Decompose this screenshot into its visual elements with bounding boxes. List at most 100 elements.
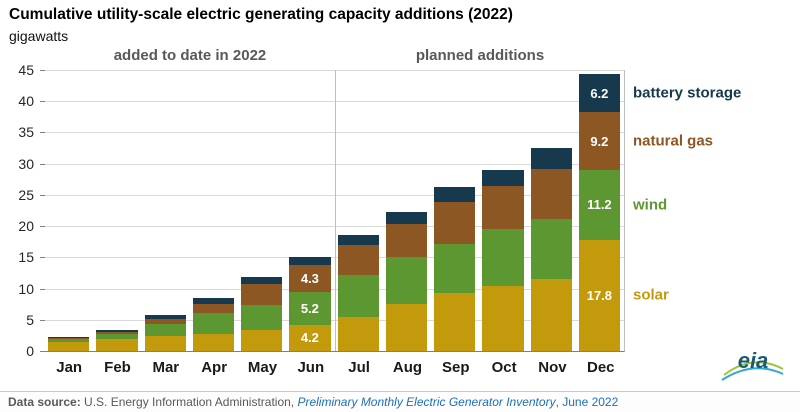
chart-title: Cumulative utility-scale electric genera…: [9, 6, 513, 23]
y-tick-mark: [40, 132, 45, 134]
y-tick-label: 40: [18, 93, 34, 110]
bar-segment-wind: 5.2: [289, 292, 331, 325]
bar-segment-natural-gas: [337, 244, 379, 276]
bar-segment-battery-storage: [144, 315, 186, 319]
bar-segment-battery-storage: [96, 329, 138, 332]
legend-natural-gas: natural gas: [633, 132, 714, 150]
y-tick-mark: [40, 226, 45, 228]
y-tick-mark: [40, 351, 45, 352]
bar-segment-battery-storage: [241, 277, 283, 284]
y-tick-mark: [40, 70, 45, 71]
x-tick-label: Jan: [56, 359, 83, 376]
bar-segment-natural-gas: [192, 303, 234, 313]
bar-jan: [45, 70, 93, 351]
bar-segment-solar: 4.2: [289, 324, 331, 351]
bar-value-label: 11.2: [587, 197, 612, 213]
bar-segment-solar: [192, 333, 234, 351]
x-tick-label: Nov: [538, 359, 567, 376]
legend: solar wind natural gas battery storage: [633, 70, 800, 352]
bar-segment-battery-storage: [530, 148, 572, 169]
bar-segment-natural-gas: [48, 337, 90, 340]
x-tick-label: Sep: [442, 359, 470, 376]
bar-segment-solar: [385, 303, 427, 351]
source-footer-agency: U.S. Energy Information Administration,: [84, 395, 298, 409]
legend-solar: solar: [633, 286, 669, 304]
bar-segment-wind: [48, 339, 90, 342]
bar-jun: 4.2 5.2 4.3: [286, 70, 334, 351]
y-tick-mark: [40, 257, 45, 259]
x-axis: Jan Feb Mar Apr May Jun Jul Aug Sep Oct Nov Dec: [45, 352, 625, 380]
bar-segment-wind: [482, 229, 524, 287]
x-tick-label: Feb: [104, 359, 131, 376]
x-tick-label: Jul: [348, 359, 370, 376]
bar-segment-wind: [96, 333, 138, 340]
y-tick-mark: [40, 101, 45, 103]
source-footer-date: , June 2022: [555, 395, 619, 409]
bar-segment-battery-storage: [337, 234, 379, 245]
bar-segment-battery-storage: 6.2: [578, 73, 620, 113]
bar-dec: 17.8 11.2 9.2 6.2: [576, 70, 624, 351]
bar-segment-battery-storage: [434, 187, 476, 202]
eia-logo-swoosh-green: [723, 361, 784, 376]
y-tick-label: 20: [18, 218, 34, 235]
y-tick-label: 10: [18, 280, 34, 297]
bar-sep: [431, 70, 479, 351]
eia-logo-graphic: eia: [721, 348, 784, 381]
bar-segment-natural-gas: 9.2: [578, 112, 620, 170]
bar-value-label: 5.2: [300, 301, 319, 317]
bar-oct: [479, 70, 527, 351]
bar-segment-solar: [434, 292, 476, 351]
y-tick-label: 0: [26, 343, 34, 359]
x-tick-label: Jun: [297, 359, 325, 376]
bar-segment-natural-gas: [434, 201, 476, 244]
source-footer: Data source: U.S. Energy Information Adm…: [0, 391, 800, 412]
bar-segment-natural-gas: [144, 318, 186, 325]
section-header-planned: planned additions: [415, 47, 545, 64]
plot-area: 4.2 5.2 4.3 17.8 11.2 9.2 6.2: [45, 70, 625, 352]
bar-segment-natural-gas: [241, 283, 283, 305]
bar-jul: [335, 70, 383, 351]
bar-segment-solar: [482, 286, 524, 351]
bar-segment-wind: [192, 312, 234, 334]
source-footer-link[interactable]: Preliminary Monthly Electric Generator I…: [297, 395, 556, 409]
bar-segment-natural-gas: [530, 168, 572, 219]
x-tick-label: Oct: [491, 359, 517, 376]
bar-segment-natural-gas: [96, 331, 138, 334]
bar-segment-solar: [144, 336, 186, 351]
bar-segment-solar: [337, 316, 379, 351]
bar-segment-battery-storage: [385, 211, 427, 224]
y-tick-label: 25: [18, 186, 34, 203]
bar-segment-solar: [48, 341, 90, 351]
y-tick-label: 15: [18, 249, 34, 266]
bar-apr: [190, 70, 238, 351]
y-tick-label: 5: [26, 311, 34, 328]
bar-segment-solar: 17.8: [578, 239, 620, 351]
bar-segment-battery-storage: [482, 169, 524, 187]
eia-logo: eia: [720, 344, 786, 386]
y-tick-label: 45: [18, 62, 34, 78]
bar-nov: [528, 70, 576, 351]
bar-segment-solar: [96, 339, 138, 351]
bar-segment-wind: [530, 218, 572, 279]
eia-logo-text: eia: [738, 348, 769, 373]
bar-segment-natural-gas: [482, 186, 524, 230]
x-tick-label: May: [247, 359, 278, 376]
y-axis-unit-label: gigawatts: [9, 28, 69, 44]
legend-wind: wind: [633, 196, 668, 214]
section-divider: [334, 70, 336, 351]
y-tick-mark: [40, 194, 45, 196]
bar-segment-wind: [241, 304, 283, 331]
bar-aug: [383, 70, 431, 351]
x-tick-label: Apr: [201, 359, 228, 376]
bar-segment-wind: [434, 243, 476, 293]
y-tick-label: 35: [18, 124, 34, 141]
bar-mar: [142, 70, 190, 351]
y-tick-mark: [40, 319, 45, 321]
bar-segment-battery-storage: [192, 297, 234, 304]
y-tick-mark: [40, 288, 45, 290]
section-header-added-to-date: added to date in 2022: [113, 47, 267, 64]
bar-segment-battery-storage: [289, 257, 331, 266]
y-axis: 0 5 10 15 20 25 30 35 40 45: [0, 62, 45, 359]
bar-value-label: 4.2: [300, 330, 319, 346]
source-footer-prefix: Data source:: [8, 395, 85, 409]
